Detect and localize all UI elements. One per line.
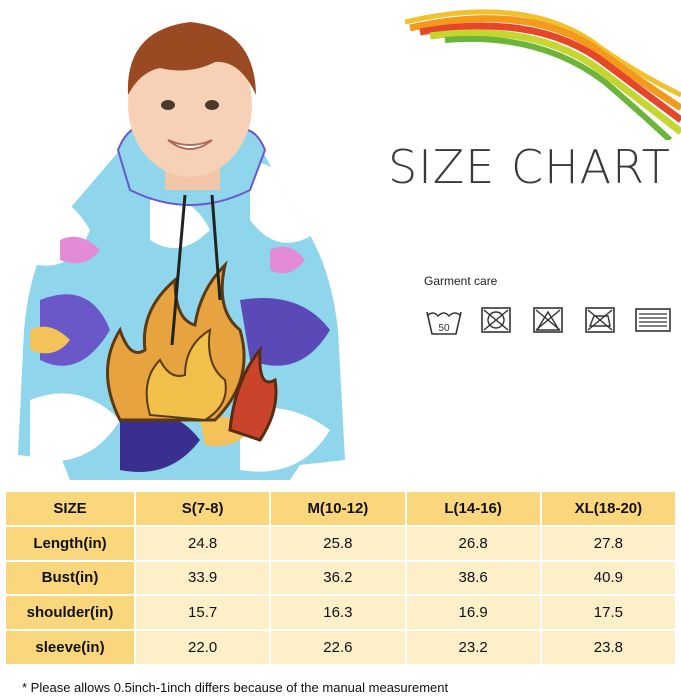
row-label: Bust(in)	[6, 561, 134, 595]
no-bleach-icon	[481, 307, 511, 333]
swoosh-logo	[404, 9, 681, 140]
table-cell: 27.8	[541, 526, 675, 560]
table-cell: 17.5	[541, 596, 675, 630]
header-cell: XL(18-20)	[541, 492, 675, 525]
table-cell: 16.9	[406, 596, 540, 630]
product-photo	[18, 22, 345, 480]
header-cell: M(10-12)	[271, 492, 405, 525]
table-cell: 38.6	[406, 561, 540, 595]
table-cell: 22.0	[136, 631, 270, 664]
row-label: sleeve(in)	[6, 631, 134, 664]
table-cell: 25.8	[271, 526, 405, 560]
table-cell: 24.8	[136, 526, 270, 560]
table-row: sleeve(in) 22.0 22.6 23.2 23.8	[6, 631, 675, 664]
table-cell: 36.2	[271, 561, 405, 595]
row-label: Length(in)	[6, 526, 134, 560]
garment-care-label: Garment care	[424, 274, 498, 288]
wash-temp: 50	[438, 323, 450, 334]
wash-50-icon: 50	[426, 311, 462, 335]
table-cell: 22.6	[271, 631, 405, 664]
table-cell: 23.8	[541, 631, 675, 664]
measurement-note: * Please allows 0.5inch-1inch differs be…	[22, 680, 449, 695]
row-label: shoulder(in)	[6, 596, 134, 630]
table-cell: 23.2	[406, 631, 540, 664]
no-tumble-dry-icon	[533, 307, 563, 333]
header-cell: S(7-8)	[136, 492, 270, 525]
size-table: SIZE S(7-8) M(10-12) L(14-16) XL(18-20) …	[4, 490, 677, 666]
table-cell: 33.9	[136, 561, 270, 595]
table-cell: 26.8	[406, 526, 540, 560]
page-title: SIZE CHART	[388, 140, 671, 194]
header-cell: L(14-16)	[406, 492, 540, 525]
table-cell: 40.9	[541, 561, 675, 595]
header-cell: SIZE	[6, 492, 134, 525]
care-icons-row: 50	[424, 304, 674, 344]
table-row: Length(in) 24.8 25.8 26.8 27.8	[6, 526, 675, 560]
dry-flat-icon	[635, 308, 671, 332]
table-row: Bust(in) 33.9 36.2 38.6 40.9	[6, 561, 675, 595]
table-row: shoulder(in) 15.7 16.3 16.9 17.5	[6, 596, 675, 630]
table-cell: 16.3	[271, 596, 405, 630]
no-iron-icon	[585, 307, 615, 333]
table-cell: 15.7	[136, 596, 270, 630]
table-header-row: SIZE S(7-8) M(10-12) L(14-16) XL(18-20)	[6, 492, 675, 525]
